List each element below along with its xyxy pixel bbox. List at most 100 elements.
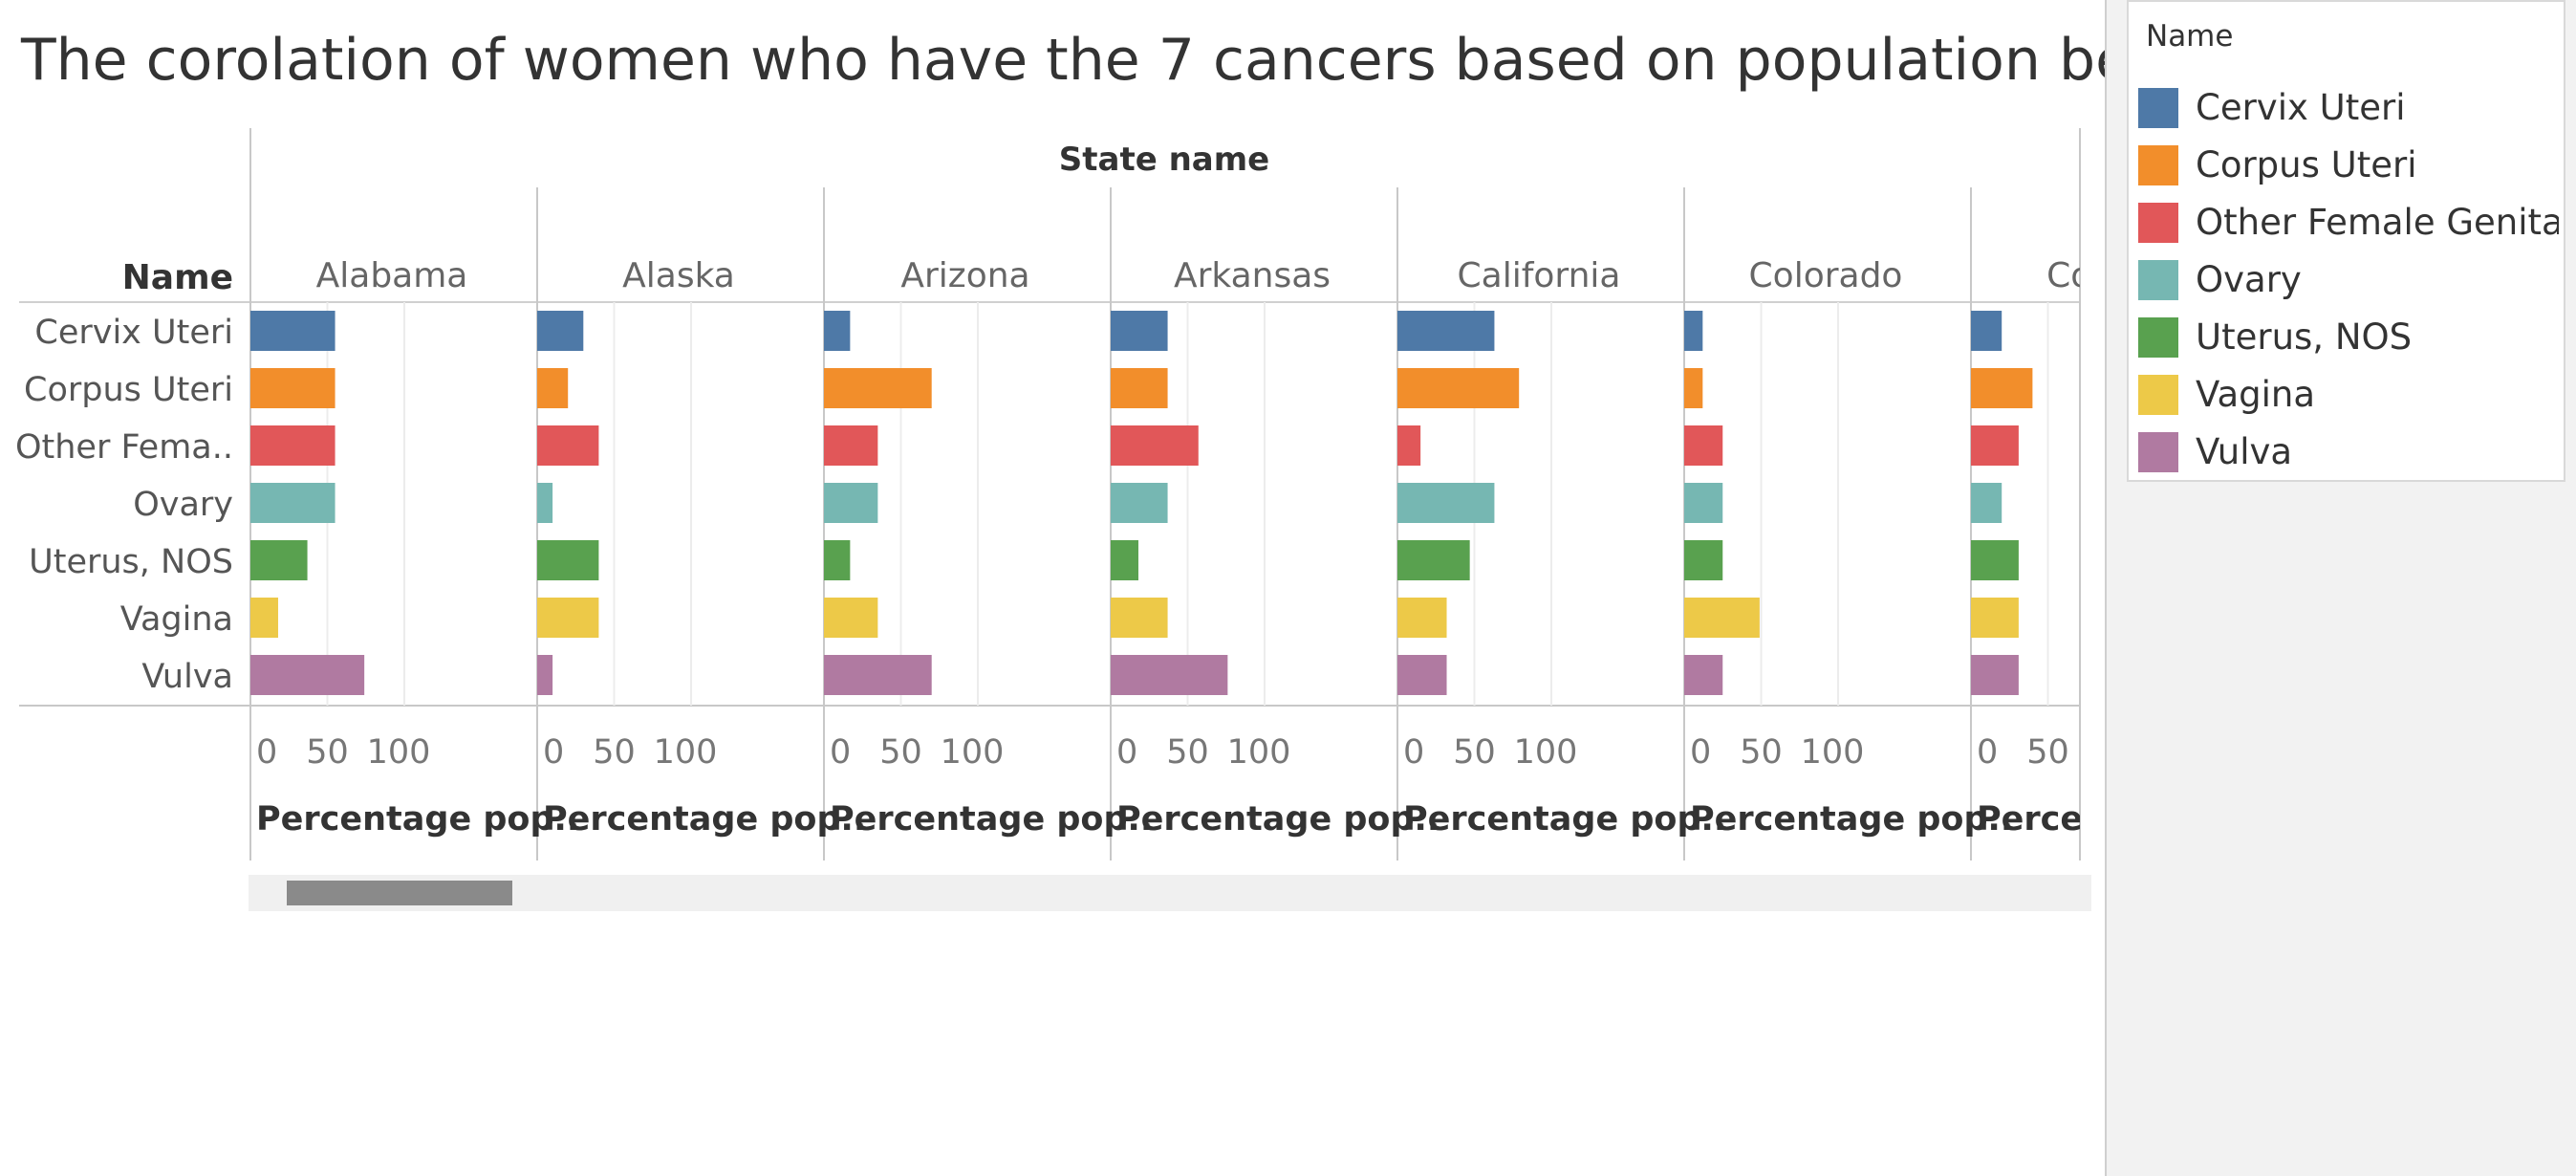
bar-alaska-4 (537, 540, 599, 580)
bar-conne-5 (1971, 598, 2019, 638)
bar-california-2 (1397, 425, 1421, 466)
row-label: Other Fema.. (15, 428, 233, 467)
legend-item-vagina[interactable]: Vagina (2138, 371, 2559, 419)
bar-conne-4 (1971, 540, 2019, 580)
panel-header-colorado: Colorado (1749, 256, 1903, 295)
bar-arizona-6 (824, 655, 932, 695)
bar-alaska-2 (537, 425, 599, 466)
legend-title: Name (2146, 19, 2234, 54)
bar-arizona-1 (824, 368, 932, 408)
bar-california-4 (1397, 540, 1470, 580)
bar-conne-0 (1971, 311, 2002, 351)
legend-swatch (2138, 432, 2178, 472)
x-tick-label: 0 (1116, 733, 1137, 772)
x-tick-label: 0 (543, 733, 564, 772)
legend-swatch (2138, 145, 2178, 185)
legend-label: Uterus, NOS (2196, 316, 2413, 358)
bar-california-5 (1397, 598, 1447, 638)
legend-swatch (2138, 375, 2178, 415)
bar-colorado-3 (1684, 483, 1723, 523)
bar-arizona-0 (824, 311, 851, 351)
horizontal-scrollbar[interactable] (249, 875, 2091, 911)
x-axis-label: Perce.. (1977, 800, 2103, 838)
bar-arkansas-3 (1111, 483, 1168, 523)
color-legend: Name Cervix Uteri Corpus Uteri Other Fem… (2127, 0, 2565, 482)
panel-header-arkansas: Arkansas (1174, 256, 1331, 295)
legend-label: Vulva (2196, 431, 2293, 472)
bar-arizona-3 (824, 483, 878, 523)
bar-alabama-0 (250, 311, 336, 351)
bar-arkansas-0 (1111, 311, 1168, 351)
x-tick-label: 0 (1977, 733, 1998, 772)
bar-alaska-0 (537, 311, 584, 351)
row-header: Name (122, 258, 233, 297)
row-label: Vagina (120, 600, 233, 639)
x-tick-label: 0 (1690, 733, 1711, 772)
x-tick-label: 100 (1514, 733, 1578, 772)
x-tick-label: 0 (256, 733, 277, 772)
x-axis-label: Percentage pop.. (543, 800, 866, 838)
bar-chart: State name Name Cervix Uteri Corpus Uteri Ot… (15, 128, 2103, 860)
bar-arkansas-5 (1111, 598, 1168, 638)
bar-arizona-5 (824, 598, 878, 638)
legend-label: Ovary (2196, 259, 2302, 300)
legend-swatch (2138, 260, 2178, 300)
panel-header-california: California (1458, 256, 1621, 295)
x-tick-label: 0 (830, 733, 851, 772)
bar-colorado-2 (1684, 425, 1723, 466)
legend-item-uterus-nos[interactable]: Uterus, NOS (2138, 314, 2559, 361)
bar-california-6 (1397, 655, 1447, 695)
bar-arkansas-1 (1111, 368, 1168, 408)
x-tick-label: 50 (593, 733, 636, 772)
legend-swatch (2138, 203, 2178, 243)
x-axis-label: Percentage pop.. (1403, 800, 1726, 838)
legend-item-other-female-genital[interactable]: Other Female Genita.. (2138, 199, 2559, 247)
bar-colorado-0 (1684, 311, 1703, 351)
chart-title: The corolation of women who have the 7 c… (21, 27, 2229, 94)
x-tick-label: 50 (1453, 733, 1496, 772)
bar-colorado-6 (1684, 655, 1723, 695)
panel-header-alabama: Alabama (316, 256, 468, 295)
bar-arkansas-6 (1111, 655, 1228, 695)
bar-conne-3 (1971, 483, 2002, 523)
bar-arizona-2 (824, 425, 878, 466)
x-tick-label: 100 (1227, 733, 1291, 772)
x-tick-label: 100 (941, 733, 1005, 772)
x-tick-label: 100 (1801, 733, 1865, 772)
bar-colorado-1 (1684, 368, 1703, 408)
scrollbar-thumb[interactable] (287, 881, 512, 905)
bar-california-3 (1397, 483, 1495, 523)
legend-swatch (2138, 317, 2178, 358)
legend-label: Vagina (2196, 374, 2316, 415)
legend-item-vulva[interactable]: Vulva (2138, 428, 2559, 476)
legend-item-cervix-uteri[interactable]: Cervix Uteri (2138, 84, 2559, 132)
bar-arkansas-2 (1111, 425, 1199, 466)
bar-conne-2 (1971, 425, 2019, 466)
x-tick-label: 100 (654, 733, 718, 772)
legend-item-ovary[interactable]: Ovary (2138, 256, 2559, 304)
x-tick-label: 50 (1166, 733, 1209, 772)
row-label: Ovary (133, 486, 233, 524)
bar-colorado-5 (1684, 598, 1760, 638)
row-label: Cervix Uteri (34, 314, 233, 352)
x-tick-label: 50 (879, 733, 922, 772)
legend-label: Cervix Uteri (2196, 87, 2406, 128)
x-axis-label: Percentage pop.. (256, 800, 579, 838)
legend-swatch (2138, 88, 2178, 128)
bar-alabama-4 (250, 540, 308, 580)
row-label: Uterus, NOS (29, 543, 233, 581)
panel-header-conne: Conne.. (2046, 256, 2103, 295)
column-header: State name (1059, 141, 1269, 179)
bar-alabama-5 (250, 598, 278, 638)
bar-alaska-3 (537, 483, 553, 523)
x-axis-label: Percentage pop.. (830, 800, 1153, 838)
bar-alabama-1 (250, 368, 336, 408)
x-tick-label: 50 (1740, 733, 1783, 772)
bar-alabama-3 (250, 483, 336, 523)
bar-alabama-2 (250, 425, 336, 466)
legend-item-corpus-uteri[interactable]: Corpus Uteri (2138, 142, 2559, 189)
bar-colorado-4 (1684, 540, 1723, 580)
bar-california-0 (1397, 311, 1495, 351)
legend-label: Other Female Genita.. (2196, 202, 2559, 243)
x-axis-label: Percentage pop.. (1690, 800, 2013, 838)
